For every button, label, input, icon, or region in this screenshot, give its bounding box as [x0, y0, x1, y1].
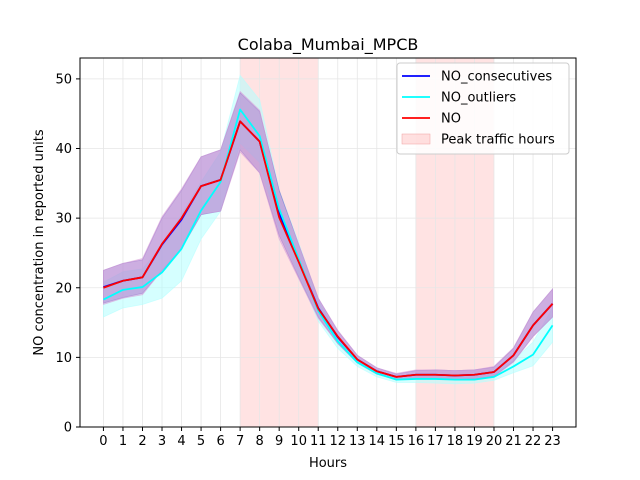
legend-swatch-peak-traffic-hours	[401, 133, 431, 145]
x-tick-label: 17	[427, 434, 444, 449]
series-lines	[103, 108, 554, 381]
x-tick-label: 2	[138, 434, 146, 449]
chart-title: Colaba_Mumbai_MPCB	[238, 35, 419, 55]
x-axis-label: Hours	[309, 456, 347, 471]
x-tick-label: 18	[447, 434, 464, 449]
x-tick-label: 5	[197, 434, 205, 449]
y-tick-label: 20	[55, 281, 72, 296]
x-tick-label: 13	[349, 434, 366, 449]
x-tick-label: 23	[544, 434, 561, 449]
x-tick-label: 16	[408, 434, 425, 449]
y-tick-label: 0	[64, 421, 72, 436]
x-tick-label: 20	[486, 434, 503, 449]
x-tick-label: 15	[388, 434, 405, 449]
plot-frame	[79, 57, 577, 428]
legend-label-no: NO	[441, 112, 461, 127]
x-tick-label: 8	[256, 434, 264, 449]
x-tick-label: 11	[310, 434, 327, 449]
legend-box	[396, 62, 570, 155]
x-tick-label: 10	[290, 434, 307, 449]
x-tick-label: 0	[99, 434, 107, 449]
x-tick-label: 7	[236, 434, 244, 449]
band-no	[103, 90, 553, 381]
y-tick-label: 40	[55, 142, 72, 157]
x-tick-label: 21	[505, 434, 522, 449]
x-tick-label: 12	[329, 434, 346, 449]
y-tick-label: 30	[55, 212, 72, 227]
y-axis-ticks: 0 10 20 30 40 50	[55, 72, 80, 436]
x-axis-ticks: 0 1 2 3 4 5 6 7 8 9 10 11 12 13 14 15 16 17 18 19 20 21 22 23	[99, 427, 561, 449]
legend: NO_consecutives NO_outliers NO Peak traffic…	[396, 62, 570, 155]
y-axis-label: NO concentration in reported units	[32, 129, 47, 356]
x-tick-label: 9	[275, 434, 283, 449]
x-tick-label: 6	[216, 434, 224, 449]
legend-label-no-consecutives: NO_consecutives	[441, 70, 552, 85]
legend-label-no-outliers: NO_outliers	[441, 91, 516, 106]
y-tick-label: 50	[55, 72, 72, 87]
legend-label-peak-traffic-hours: Peak traffic hours	[441, 133, 555, 148]
x-tick-label: 22	[525, 434, 542, 449]
x-tick-label: 3	[158, 434, 166, 449]
x-tick-label: 1	[119, 434, 127, 449]
x-tick-label: 14	[369, 434, 386, 449]
y-tick-label: 10	[55, 351, 72, 366]
x-tick-label: 19	[466, 434, 483, 449]
x-tick-label: 4	[177, 434, 185, 449]
series-line-no-outliers	[103, 108, 554, 381]
series-line-no	[103, 120, 554, 378]
